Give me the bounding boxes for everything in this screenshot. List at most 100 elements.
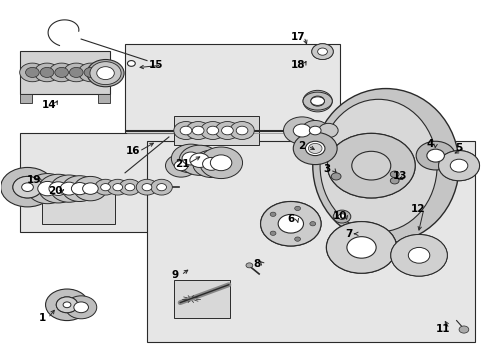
Circle shape [346,237,375,258]
Circle shape [294,237,300,241]
Text: 2: 2 [298,141,305,151]
Text: 10: 10 [332,211,346,221]
Circle shape [407,247,429,263]
Circle shape [45,289,88,320]
Circle shape [236,126,247,135]
Circle shape [278,215,303,233]
Circle shape [337,214,345,220]
Circle shape [309,126,321,135]
Ellipse shape [303,92,331,110]
Circle shape [283,117,320,144]
Circle shape [318,123,337,138]
Circle shape [390,234,447,276]
Ellipse shape [312,89,458,243]
Circle shape [200,122,224,139]
Circle shape [95,179,116,195]
Circle shape [215,122,239,139]
Circle shape [125,184,135,191]
Circle shape [171,144,210,173]
Circle shape [65,296,97,319]
Text: 7: 7 [345,229,352,239]
Circle shape [62,176,97,202]
Polygon shape [125,44,339,173]
Circle shape [13,176,42,198]
Circle shape [326,222,396,273]
Text: 4: 4 [425,139,432,149]
Circle shape [309,222,315,226]
Circle shape [202,157,220,170]
Circle shape [327,134,414,198]
Circle shape [182,152,199,165]
Circle shape [221,126,233,135]
Bar [147,141,474,342]
Circle shape [389,177,398,184]
Circle shape [27,174,68,204]
Circle shape [185,122,210,139]
Circle shape [151,179,172,195]
Circle shape [310,96,324,106]
Circle shape [49,63,74,82]
Circle shape [56,297,78,313]
Text: 14: 14 [42,100,57,110]
Circle shape [301,121,328,140]
Circle shape [305,141,325,156]
Circle shape [260,202,321,246]
Circle shape [390,234,447,276]
Circle shape [294,206,300,211]
Circle shape [56,297,78,313]
Text: 1: 1 [39,313,46,323]
Circle shape [308,143,322,153]
Text: 6: 6 [287,215,294,224]
Circle shape [293,132,336,165]
Circle shape [438,150,479,181]
Circle shape [210,155,231,171]
Circle shape [39,174,78,203]
Circle shape [74,176,107,201]
Text: 18: 18 [290,60,305,70]
Ellipse shape [320,99,436,232]
Circle shape [107,179,128,195]
Circle shape [192,126,203,135]
Text: 9: 9 [171,270,179,280]
Circle shape [458,326,468,333]
Circle shape [415,141,454,170]
Circle shape [199,147,242,179]
Text: 3: 3 [323,164,330,174]
Circle shape [74,302,88,313]
Circle shape [142,184,152,191]
Circle shape [173,122,198,139]
Polygon shape [98,94,110,103]
Text: 20: 20 [48,186,62,197]
Text: 19: 19 [27,175,41,185]
Circle shape [206,126,218,135]
Circle shape [449,159,467,172]
Circle shape [330,173,340,180]
Text: 8: 8 [253,259,260,269]
Polygon shape [20,51,110,94]
Circle shape [63,302,71,308]
Text: 5: 5 [454,143,462,153]
Circle shape [84,67,98,77]
Circle shape [90,62,121,85]
Bar [42,188,115,224]
Circle shape [127,60,135,66]
Circle shape [426,149,444,162]
Circle shape [269,212,275,216]
Circle shape [311,44,332,59]
Circle shape [63,63,89,82]
Circle shape [389,171,398,177]
Circle shape [119,179,141,195]
Circle shape [136,179,158,195]
Circle shape [97,67,114,80]
Circle shape [50,175,87,202]
Circle shape [260,202,321,246]
Circle shape [21,183,33,192]
Circle shape [229,122,254,139]
Circle shape [351,151,390,180]
Text: 16: 16 [126,146,140,156]
Text: 12: 12 [410,204,425,214]
Circle shape [71,183,88,195]
Ellipse shape [310,97,324,105]
Circle shape [78,63,103,82]
Circle shape [438,150,479,181]
